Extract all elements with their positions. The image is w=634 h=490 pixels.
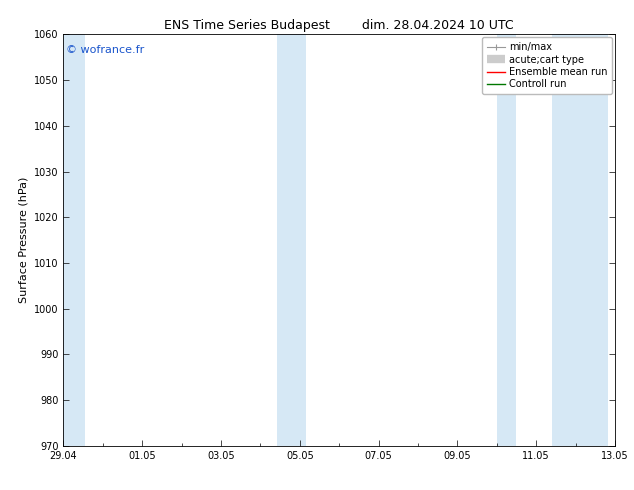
Legend: min/max, acute;cart type, Ensemble mean run, Controll run: min/max, acute;cart type, Ensemble mean … (482, 37, 612, 94)
Title: ENS Time Series Budapest        dim. 28.04.2024 10 UTC: ENS Time Series Budapest dim. 28.04.2024… (164, 19, 514, 32)
Y-axis label: Surface Pressure (hPa): Surface Pressure (hPa) (18, 177, 29, 303)
Bar (552, 34, 607, 446)
Bar (63, 34, 86, 446)
Bar (276, 34, 306, 446)
Text: © wofrance.fr: © wofrance.fr (66, 45, 145, 54)
Bar (497, 34, 515, 446)
